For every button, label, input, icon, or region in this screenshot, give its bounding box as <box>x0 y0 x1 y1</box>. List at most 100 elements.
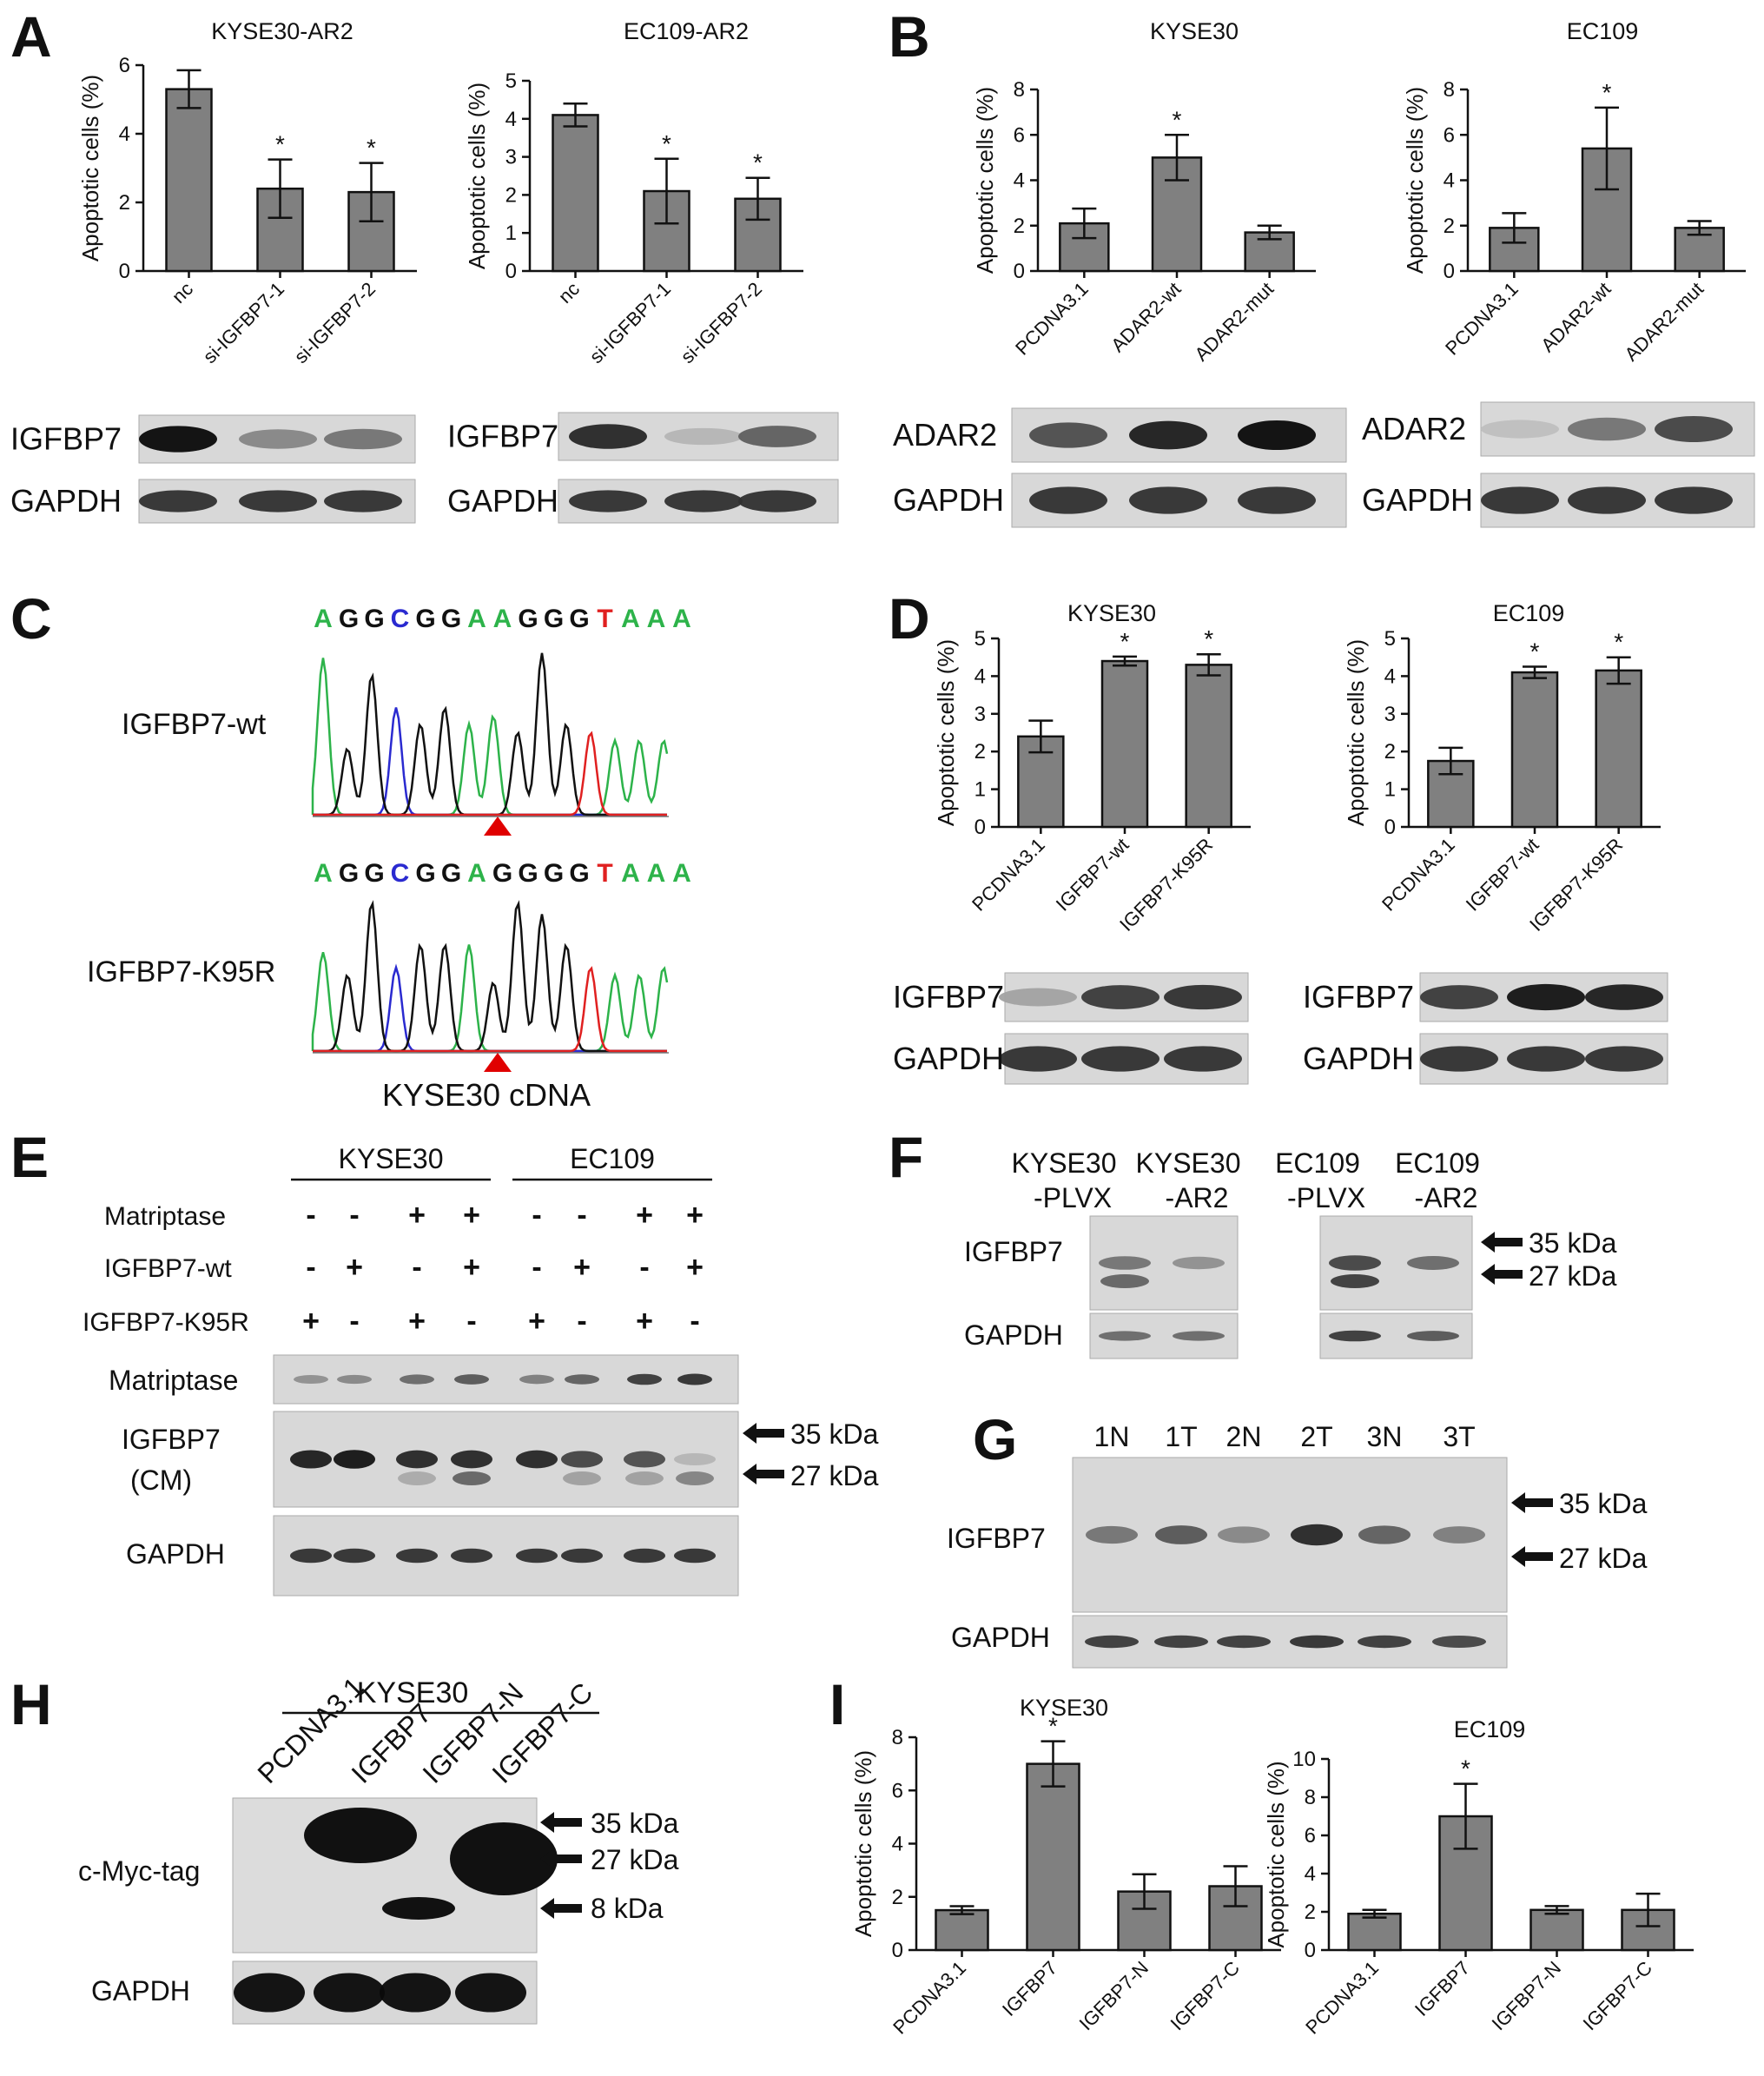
significance-mark: * <box>1204 625 1213 652</box>
lane-label: 2T <box>1300 1421 1332 1452</box>
chart-a2: EC109-AR2 0 1 2 3 4 5 Apoptotic cells (%) nc * si-… <box>464 18 803 367</box>
chart-i1: KYSE30 0 2 4 6 8 Apoptotic cells (%) PCDNA3.1 * I… <box>850 1695 1281 2039</box>
condition-sign: + <box>573 1251 591 1284</box>
arrow-icon <box>743 1423 784 1444</box>
lane-label: IGFBP7 <box>345 1697 437 1789</box>
lane-label: 3T <box>1443 1421 1475 1452</box>
blot-band <box>234 1973 305 2013</box>
significance-mark: * <box>1173 106 1182 133</box>
bar <box>1347 1912 1402 1952</box>
condition-sign: - <box>639 1251 649 1284</box>
blot-band <box>1481 420 1559 439</box>
y-tick-label: 6 <box>892 1779 903 1802</box>
lane-label: -PLVX <box>1034 1182 1112 1213</box>
blot-band <box>294 1374 328 1385</box>
bar <box>1100 659 1149 829</box>
significance-mark: * <box>753 149 763 176</box>
bar <box>552 114 599 273</box>
blot-row-label: IGFBP7 <box>447 419 558 454</box>
blot-band <box>1099 1331 1151 1341</box>
x-tick-label: IGFBP7-C <box>1166 1957 1245 2035</box>
blot-row-label: ADAR2 <box>893 417 997 453</box>
y-tick-label: 2 <box>1444 215 1455 238</box>
base-letter: A <box>314 605 333 633</box>
bar <box>1185 664 1232 829</box>
base-letter: A <box>314 859 333 888</box>
lane-label: EC109 <box>1395 1147 1480 1179</box>
base-letter: A <box>672 859 691 888</box>
lane-label: KYSE30 <box>1136 1147 1241 1179</box>
blot-band <box>1568 417 1646 441</box>
significance-mark: * <box>367 135 376 162</box>
blot-row-label: GAPDH <box>447 483 558 519</box>
lane-label: KYSE30 <box>1012 1147 1117 1179</box>
chart-title: KYSE30-AR2 <box>211 18 353 44</box>
group-label: KYSE30 <box>339 1143 444 1174</box>
significance-mark: * <box>1530 638 1540 665</box>
blot-band <box>1433 1526 1485 1544</box>
y-tick-label: 6 <box>1305 1824 1316 1848</box>
blot-band <box>396 1450 438 1469</box>
y-tick-label: 8 <box>1014 78 1025 102</box>
x-tick-label: PCDNA3.1 <box>968 834 1049 916</box>
y-tick-label: 3 <box>974 703 986 726</box>
y-axis-label: Apoptotic cells (%) <box>972 87 998 274</box>
blot-row-label: Matriptase <box>109 1365 238 1396</box>
condition-sign: - <box>577 1305 586 1338</box>
y-tick-label: 5 <box>1384 627 1396 651</box>
blot-band <box>290 1548 332 1564</box>
blot-band <box>624 1451 665 1468</box>
base-letter: G <box>441 605 461 633</box>
base-letter: G <box>492 859 512 888</box>
blot-band <box>1407 1256 1459 1270</box>
size-marker: 27 kDa <box>591 1844 679 1875</box>
significance-mark: * <box>275 131 285 158</box>
blot-band <box>676 1471 714 1485</box>
condition-sign: - <box>532 1251 541 1284</box>
y-tick-label: 2 <box>974 740 986 764</box>
blot-band <box>625 1471 664 1485</box>
chart-title: KYSE30 <box>1020 1695 1108 1721</box>
y-tick-label: 0 <box>1384 816 1396 839</box>
bar <box>1595 669 1642 829</box>
arrow-icon <box>540 1848 582 1869</box>
blot-band <box>451 1548 492 1564</box>
condition-sign: + <box>346 1251 363 1284</box>
blot-band <box>1164 984 1242 1010</box>
panel-label-g: G <box>973 1407 1017 1471</box>
blot-band <box>677 1373 712 1385</box>
blot-band <box>1218 1526 1270 1544</box>
x-tick-label: IGFBP7 <box>998 1957 1061 2020</box>
blot-band <box>1331 1274 1379 1288</box>
condition-sign: + <box>463 1199 480 1232</box>
base-letter: A <box>647 605 666 633</box>
x-tick-label: ADAR2-mut <box>1621 278 1708 366</box>
trace-label-wt: IGFBP7-wt <box>122 708 267 741</box>
blot-row-label: IGFBP7 <box>1303 979 1414 1015</box>
condition-label: IGFBP7-wt <box>104 1254 232 1283</box>
group-label: EC109 <box>570 1143 655 1174</box>
blot-band <box>1154 1635 1208 1649</box>
blot-band <box>1585 1046 1663 1072</box>
size-marker: 35 kDa <box>591 1808 679 1839</box>
significance-mark: * <box>1048 1713 1058 1740</box>
blot-band <box>561 1451 603 1468</box>
blot-band <box>1173 1331 1225 1341</box>
arrow-icon <box>1511 1492 1553 1513</box>
chart-title: EC109-AR2 <box>624 18 749 44</box>
blot-band <box>324 428 402 450</box>
chart-d1: KYSE30 0 1 2 3 4 5 Apoptotic cells (%) PCDNA3.1 *… <box>933 600 1251 936</box>
western-blot-b2: ADAR2 GAPDH <box>1362 401 1755 528</box>
blot-band <box>569 424 647 449</box>
blot-row-label: IGFBP7 <box>893 979 1004 1015</box>
y-tick-label: 0 <box>1444 260 1455 283</box>
bar <box>1510 671 1559 829</box>
y-tick-label: 3 <box>1384 703 1396 726</box>
y-tick-label: 2 <box>1305 1901 1316 1924</box>
blot-row-label: ADAR2 <box>1362 411 1466 446</box>
trace-t <box>313 731 667 817</box>
group-label: KYSE30 <box>357 1676 469 1709</box>
